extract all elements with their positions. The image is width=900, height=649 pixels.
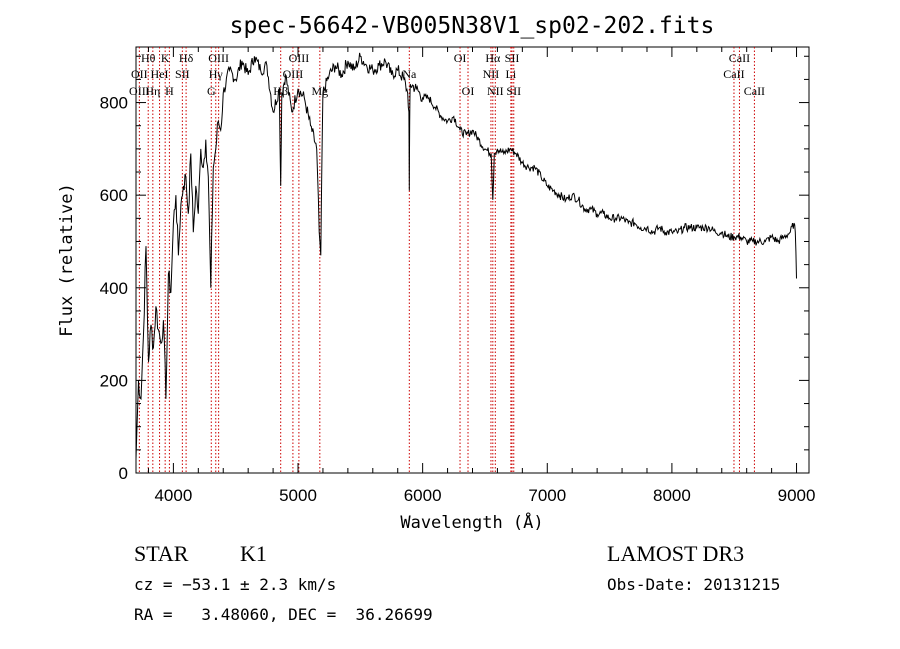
- redshift-velocity: cz = −53.1 ± 2.3 km/s: [134, 575, 336, 594]
- x-axis-label: Wavelength (Å): [400, 511, 543, 533]
- line-label: OIII: [208, 51, 229, 65]
- x-tick-label: 6000: [404, 486, 442, 505]
- y-tick-label: 200: [100, 371, 128, 390]
- line-label: CaII: [723, 67, 744, 81]
- x-tick-label: 9000: [778, 486, 816, 505]
- spectral-line-markers: [138, 47, 755, 473]
- line-label: SII: [506, 84, 521, 98]
- line-label: Hδ: [179, 51, 194, 65]
- line-label: Mg: [311, 84, 328, 98]
- line-label: OIII: [283, 67, 304, 81]
- x-tick-label: 4000: [154, 486, 192, 505]
- line-label: SII: [505, 51, 520, 65]
- spectrum-series: [135, 52, 797, 460]
- y-tick-label: 400: [100, 279, 128, 298]
- line-label: OI: [462, 84, 475, 98]
- line-label: Li: [506, 67, 517, 81]
- y-tick-label: 800: [100, 94, 128, 113]
- line-label: Hθ: [141, 51, 156, 65]
- y-tick-label: 600: [100, 186, 128, 205]
- line-label: Hβ: [273, 84, 288, 98]
- object-subclass: K1: [240, 541, 267, 566]
- line-label: NII: [487, 84, 504, 98]
- flux-line: [135, 52, 797, 460]
- axis-ticks: 4000 5000 6000 7000 8000 9000 0 200 400 600 800: [100, 47, 816, 505]
- line-label: OI: [454, 51, 467, 65]
- y-tick-label: 0: [119, 464, 128, 483]
- line-label: Na: [402, 67, 417, 81]
- line-label: OII: [131, 67, 148, 81]
- line-label: H: [165, 84, 174, 98]
- line-label: G: [207, 84, 216, 98]
- plot-frame: [135, 46, 810, 474]
- line-label: HeI: [151, 67, 169, 81]
- x-tick-label: 7000: [528, 486, 566, 505]
- line-label: OIII: [129, 84, 150, 98]
- line-label: CaII: [729, 51, 750, 65]
- line-label: SII: [175, 67, 190, 81]
- line-label: OIII: [289, 51, 310, 65]
- line-label: Hα: [485, 51, 501, 65]
- object-class: STAR: [134, 541, 189, 566]
- line-label: CaII: [744, 84, 765, 98]
- observation-date: Obs-Date: 20131215: [607, 575, 780, 594]
- line-label: NII: [483, 67, 500, 81]
- chart-title: spec-56642-VB005N38V1_sp02-202.fits: [230, 13, 715, 39]
- line-label: K: [161, 51, 170, 65]
- y-axis-label: Flux (relative): [57, 183, 77, 337]
- line-label: Hγ: [209, 67, 224, 81]
- survey-name: LAMOST DR3: [607, 541, 744, 566]
- x-tick-label: 5000: [279, 486, 317, 505]
- coordinates: RA = 3.48060, DEC = 36.26699: [134, 605, 433, 624]
- x-tick-label: 8000: [653, 486, 691, 505]
- line-label: Hη: [145, 84, 160, 98]
